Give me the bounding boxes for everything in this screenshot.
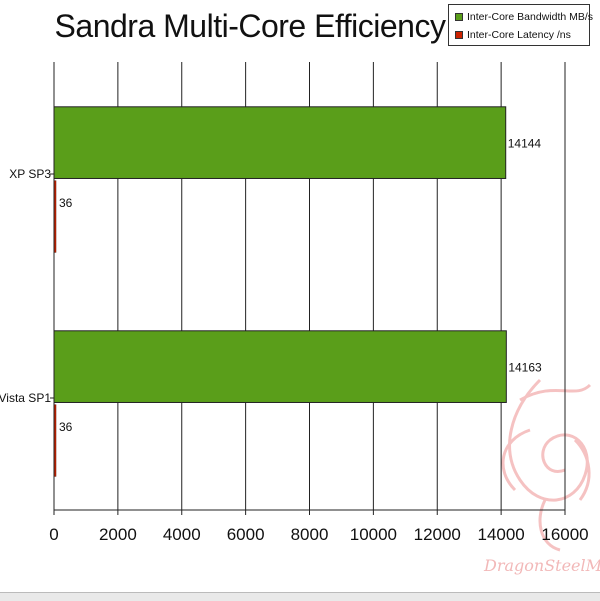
legend-swatch-bandwidth [455,13,463,21]
x-tick-label: 10000 [350,525,397,544]
x-tick-label: 16000 [541,525,588,544]
bar-bandwidth [53,106,507,179]
legend-swatch-latency [455,31,463,39]
legend-item-bandwidth: Inter-Core Bandwidth MB/s [455,11,593,23]
category-label: Vista SP1 [0,391,51,405]
bottom-scrollbar [0,592,600,601]
bar-bandwidth [53,330,507,403]
x-tick-label: 4000 [163,525,201,544]
data-label-bandwidth: 14144 [508,137,542,151]
data-label-bandwidth: 14163 [508,361,542,375]
chart-title: Sandra Multi-Core Efficiency [54,8,446,44]
watermark-text: DragonSteelMods [484,556,600,575]
x-tick-label: 2000 [99,525,137,544]
x-tick-label: 12000 [414,525,461,544]
x-tick-label: 8000 [291,525,329,544]
data-label-latency: 36 [59,196,73,210]
category-label: XP SP3 [9,167,51,181]
legend: Inter-Core Bandwidth MB/s Inter-Core Lat… [448,4,593,46]
data-label-latency: 36 [59,420,73,434]
legend-label-latency: Inter-Core Latency /ns [467,29,571,41]
legend-item-latency: Inter-Core Latency /ns [455,29,571,41]
x-tick-label: 0 [49,525,58,544]
x-tick-label: 14000 [477,525,524,544]
legend-label-bandwidth: Inter-Core Bandwidth MB/s [467,11,594,23]
x-tick-label: 6000 [227,525,265,544]
